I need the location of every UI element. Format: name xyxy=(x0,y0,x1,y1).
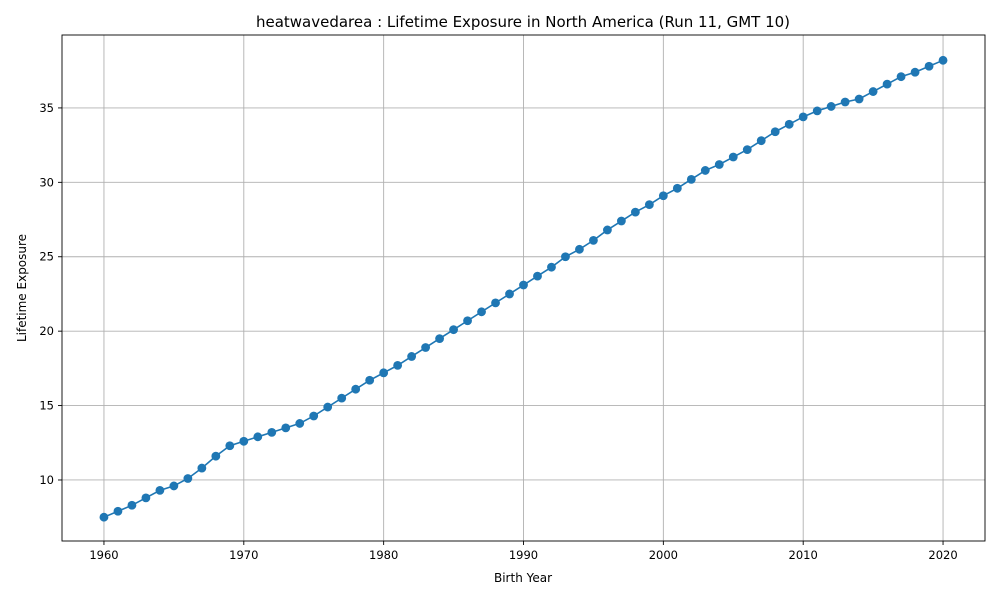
data-point xyxy=(700,166,710,175)
data-point xyxy=(225,441,235,451)
data-point xyxy=(449,325,458,335)
data-point xyxy=(267,427,277,437)
data-point xyxy=(924,61,934,71)
data-point xyxy=(561,252,570,262)
data-point xyxy=(770,127,780,137)
y-tick-label: 20 xyxy=(39,324,54,338)
data-point xyxy=(938,55,948,65)
data-point xyxy=(882,79,892,89)
data-point xyxy=(393,360,403,370)
data-point xyxy=(798,112,808,122)
data-point xyxy=(183,474,193,483)
data-point xyxy=(575,244,584,254)
y-tick-label: 15 xyxy=(39,399,54,413)
x-tick-label: 1960 xyxy=(89,548,118,562)
data-point xyxy=(644,200,654,210)
data-point xyxy=(99,512,109,522)
x-tick-label: 1990 xyxy=(509,548,538,562)
data-point xyxy=(728,152,738,162)
x-tick-label: 1980 xyxy=(369,548,398,562)
data-point xyxy=(113,506,123,516)
data-point xyxy=(812,106,822,116)
data-point xyxy=(714,160,724,169)
data-point xyxy=(407,352,417,361)
y-tick-label: 25 xyxy=(39,250,54,264)
x-tick-label: 2020 xyxy=(928,548,957,562)
data-point xyxy=(197,463,207,473)
y-axis-label: Lifetime Exposure xyxy=(15,234,29,342)
data-point xyxy=(686,174,696,184)
data-point xyxy=(547,262,556,272)
data-point xyxy=(365,375,375,385)
data-point xyxy=(253,432,263,442)
data-point xyxy=(295,419,305,428)
y-tick-label: 10 xyxy=(39,473,54,487)
data-point xyxy=(672,183,682,193)
data-point xyxy=(435,334,444,343)
data-point xyxy=(896,72,906,82)
data-point xyxy=(141,493,151,503)
data-point xyxy=(826,102,836,111)
data-point xyxy=(239,436,249,446)
x-tick-label: 1970 xyxy=(229,548,258,562)
data-point xyxy=(756,136,766,146)
data-point xyxy=(505,289,514,299)
data-point xyxy=(630,207,640,217)
data-point xyxy=(127,500,137,510)
data-point xyxy=(868,87,878,96)
data-point xyxy=(169,481,179,491)
data-point xyxy=(840,97,850,107)
series-exposure xyxy=(99,55,948,522)
data-point xyxy=(477,307,486,317)
data-point xyxy=(519,280,528,290)
y-tick-label: 35 xyxy=(39,101,54,115)
data-point xyxy=(463,316,472,326)
data-point xyxy=(211,451,221,461)
x-axis-label: Birth Year xyxy=(494,571,552,585)
data-point xyxy=(603,225,612,235)
data-point xyxy=(910,67,920,77)
data-point xyxy=(323,402,333,412)
y-axis: 10 15 20 25 30 35 xyxy=(39,101,62,487)
data-point xyxy=(379,368,389,378)
x-axis: 1960 1970 1980 1990 2000 2010 2020 xyxy=(89,541,958,562)
data-point xyxy=(616,216,626,226)
data-point xyxy=(337,393,347,403)
data-point xyxy=(742,145,752,154)
data-point xyxy=(491,298,500,308)
data-point xyxy=(281,423,291,433)
data-point xyxy=(854,94,864,104)
data-point xyxy=(351,384,361,394)
data-point xyxy=(784,119,794,129)
data-point xyxy=(533,271,542,281)
data-point xyxy=(658,191,668,201)
chart-title: heatwavedarea : Lifetime Exposure in Nor… xyxy=(256,13,790,31)
x-tick-label: 2000 xyxy=(649,548,678,562)
x-tick-label: 2010 xyxy=(789,548,818,562)
data-point xyxy=(155,486,165,495)
data-point xyxy=(309,411,319,421)
y-tick-label: 30 xyxy=(39,175,54,189)
data-point xyxy=(421,343,431,352)
data-point xyxy=(589,235,598,245)
